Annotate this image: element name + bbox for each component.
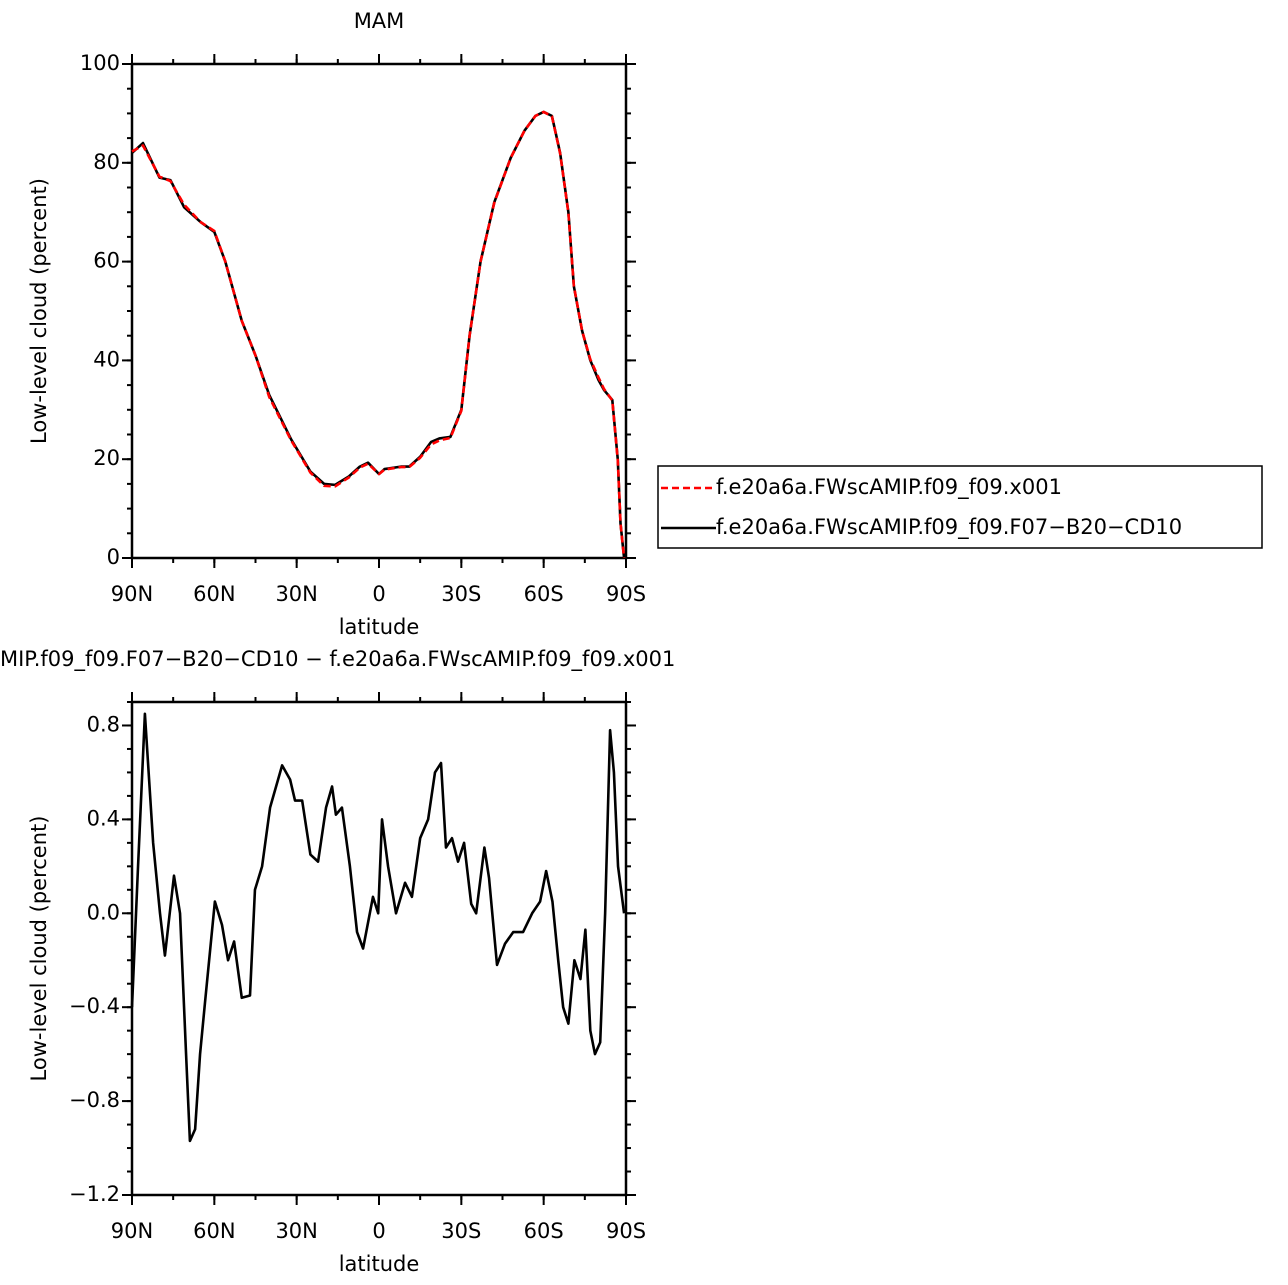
legend-label: f.e20a6a.FWscAMIP.f09_f09.F07−B20−CD10 xyxy=(716,515,1182,540)
line xyxy=(130,712,626,1143)
y-tick-label: 0.4 xyxy=(87,806,120,830)
x-axis-label: latitude xyxy=(339,1252,420,1276)
line xyxy=(131,110,626,559)
x-axis-label: latitude xyxy=(339,615,420,639)
y-tick-label: −0.4 xyxy=(69,994,120,1018)
x-tick-label: 30N xyxy=(275,582,317,606)
legend-label: f.e20a6a.FWscAMIP.f09_f09.x001 xyxy=(716,475,1062,500)
x-tick-label: 30S xyxy=(441,582,481,606)
chart-title: MAM xyxy=(354,9,405,33)
y-tick-label: 60 xyxy=(93,249,120,273)
y-axis-label: Low-level cloud (percent) xyxy=(27,178,51,444)
plot-frame xyxy=(130,700,628,1197)
y-tick-label: 80 xyxy=(93,150,120,174)
x-tick-label: 60S xyxy=(524,582,564,606)
x-tick-label: 90N xyxy=(111,1219,153,1243)
y-tick-label: 0.8 xyxy=(87,712,120,736)
legend-box xyxy=(657,465,1263,549)
y-axis-label: Low-level cloud (percent) xyxy=(27,816,51,1082)
y-tick-label: 20 xyxy=(93,446,120,470)
y-tick-label: −1.2 xyxy=(69,1182,120,1206)
line xyxy=(131,110,626,559)
x-tick-label: 30S xyxy=(441,1219,481,1243)
x-tick-label: 0 xyxy=(372,1219,385,1243)
x-tick-label: 60S xyxy=(524,1219,564,1243)
x-tick-label: 30N xyxy=(275,1219,317,1243)
x-tick-label: 60N xyxy=(193,582,235,606)
x-tick-label: 90S xyxy=(606,582,646,606)
y-tick-label: −0.8 xyxy=(69,1088,120,1112)
chart-title: MIP.f09_f09.F07−B20−CD10 − f.e20a6a.FWsc… xyxy=(0,647,675,672)
y-tick-label: 40 xyxy=(93,347,120,371)
y-tick-label: 0.0 xyxy=(87,900,120,924)
y-tick-label: 100 xyxy=(80,51,120,75)
plot-frame xyxy=(130,62,628,560)
y-tick-label: 0 xyxy=(107,545,120,569)
x-tick-label: 0 xyxy=(372,582,385,606)
x-tick-label: 90N xyxy=(111,582,153,606)
x-tick-label: 90S xyxy=(606,1219,646,1243)
x-tick-label: 60N xyxy=(193,1219,235,1243)
